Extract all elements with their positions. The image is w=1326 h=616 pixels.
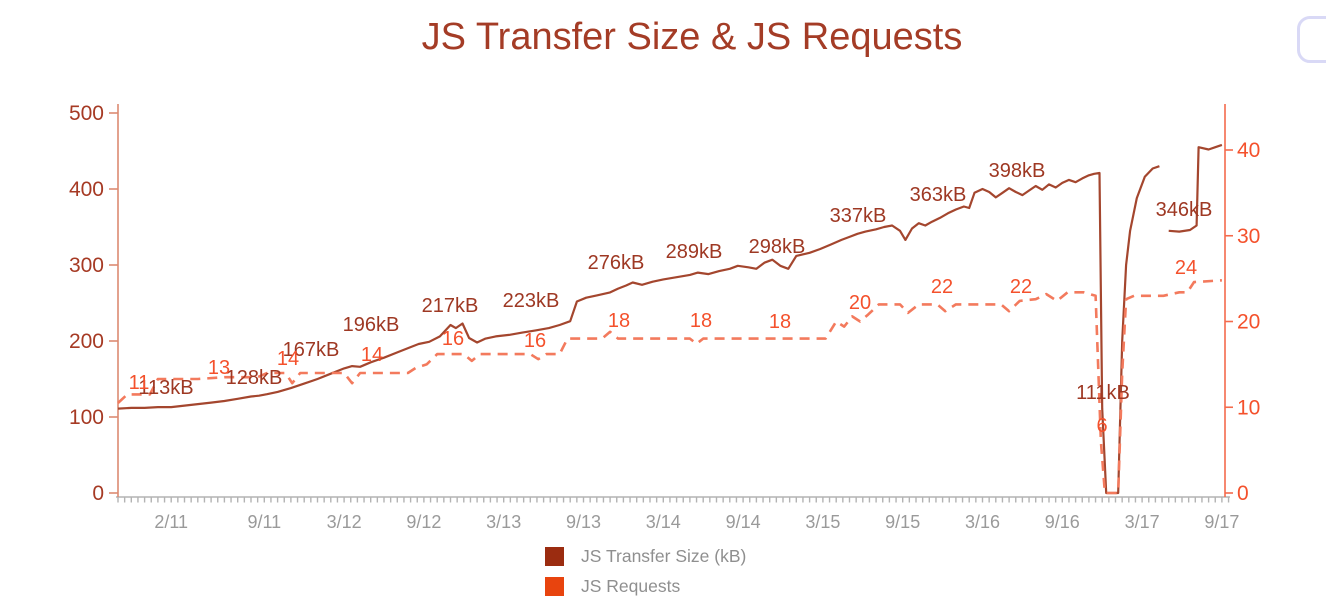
svg-text:0: 0: [1237, 482, 1249, 505]
svg-text:128kB: 128kB: [226, 367, 283, 389]
legend-swatch-js-transfer-size: [545, 547, 564, 566]
svg-text:276kB: 276kB: [588, 252, 645, 274]
svg-text:16: 16: [524, 330, 546, 352]
legend-label-js-transfer-size: JS Transfer Size (kB): [581, 546, 747, 566]
svg-text:363kB: 363kB: [910, 184, 967, 206]
svg-text:111kB: 111kB: [1076, 382, 1130, 404]
svg-text:20: 20: [849, 292, 871, 314]
svg-text:18: 18: [690, 310, 712, 332]
svg-text:3/16: 3/16: [965, 512, 1000, 532]
svg-text:30: 30: [1237, 225, 1260, 248]
series-js-transfer-size-kb: [117, 143, 1223, 495]
svg-text:20: 20: [1237, 311, 1260, 334]
svg-text:14: 14: [361, 344, 383, 366]
svg-text:3/13: 3/13: [486, 512, 521, 532]
svg-text:18: 18: [608, 310, 630, 332]
legend-swatch-js-requests: [545, 577, 564, 596]
legend-item-js-requests[interactable]: JS Requests: [545, 577, 746, 596]
svg-text:3/15: 3/15: [805, 512, 840, 532]
svg-text:400: 400: [69, 178, 104, 201]
svg-text:9/15: 9/15: [885, 512, 920, 532]
right-axis: 0 10 20 30 40: [1224, 104, 1260, 505]
svg-text:11: 11: [129, 372, 150, 394]
legend: JS Transfer Size (kB) JS Requests: [545, 547, 746, 596]
svg-text:217kB: 217kB: [422, 295, 479, 317]
svg-text:0: 0: [92, 482, 104, 505]
svg-text:337kB: 337kB: [830, 205, 887, 227]
chart-title: JS Transfer Size & JS Requests: [421, 16, 963, 58]
x-axis: 2/11 9/11 3/12 9/12 3/13 9/13 3/14 9/14 3/15 9/15…: [116, 496, 1239, 532]
partial-button-outline[interactable]: [1297, 16, 1326, 63]
svg-text:22: 22: [931, 276, 953, 298]
svg-text:298kB: 298kB: [749, 236, 806, 258]
svg-text:3/12: 3/12: [327, 512, 362, 532]
svg-text:14: 14: [277, 348, 299, 370]
svg-text:40: 40: [1237, 139, 1260, 162]
svg-text:100: 100: [69, 406, 104, 429]
svg-text:22: 22: [1010, 276, 1032, 298]
svg-text:9/11: 9/11: [247, 512, 281, 532]
svg-text:9/12: 9/12: [406, 512, 441, 532]
svg-text:24: 24: [1175, 257, 1197, 279]
svg-text:9/14: 9/14: [726, 512, 761, 532]
svg-text:289kB: 289kB: [666, 241, 723, 263]
svg-text:18: 18: [769, 311, 791, 333]
svg-text:9/17: 9/17: [1204, 512, 1239, 532]
svg-text:223kB: 223kB: [503, 290, 560, 312]
svg-text:167kB: 167kB: [283, 339, 340, 361]
series-js-requests: [117, 279, 1222, 495]
svg-text:113kB: 113kB: [138, 377, 193, 399]
svg-text:3/17: 3/17: [1125, 512, 1160, 532]
svg-text:346kB: 346kB: [1156, 199, 1213, 221]
svg-text:200: 200: [69, 330, 104, 353]
svg-text:16: 16: [442, 328, 464, 350]
svg-text:13: 13: [208, 357, 230, 379]
svg-text:2/11: 2/11: [154, 512, 188, 532]
svg-text:6: 6: [1096, 415, 1107, 437]
svg-text:9/16: 9/16: [1045, 512, 1080, 532]
svg-text:398kB: 398kB: [989, 160, 1046, 182]
svg-text:10: 10: [1237, 396, 1260, 419]
left-axis: 0 100 200 300 400 500: [69, 102, 119, 505]
svg-text:196kB: 196kB: [343, 314, 400, 336]
svg-text:300: 300: [69, 254, 104, 277]
svg-text:500: 500: [69, 102, 104, 125]
svg-text:3/14: 3/14: [646, 512, 681, 532]
legend-label-js-requests: JS Requests: [581, 576, 681, 596]
legend-item-js-transfer-size[interactable]: JS Transfer Size (kB): [545, 547, 746, 566]
svg-text:9/13: 9/13: [566, 512, 601, 532]
